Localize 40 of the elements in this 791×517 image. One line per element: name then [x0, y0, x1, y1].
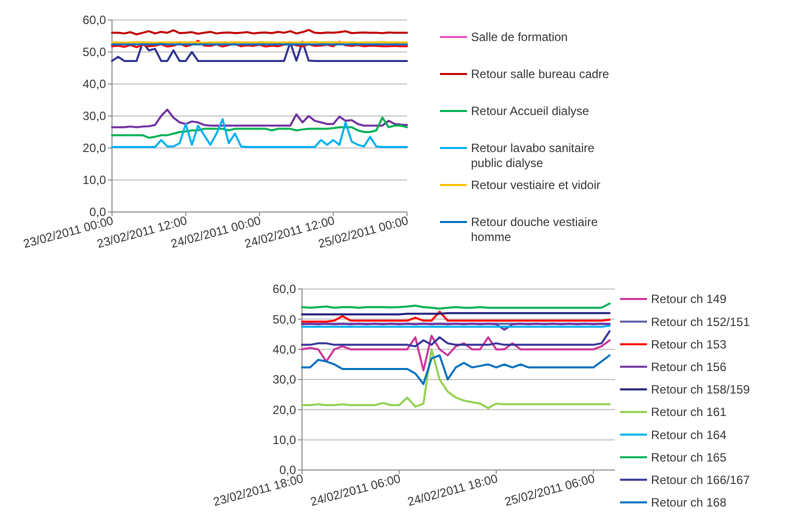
legend-label: Salle de formation — [471, 30, 568, 44]
line-series — [301, 330, 611, 348]
legend-label: Retour lavabo sanitaire public dialyse — [471, 141, 595, 170]
y-tick-label: 20,0 — [272, 402, 296, 417]
line-series — [111, 116, 408, 139]
y-tick-label: 0,0 — [89, 205, 106, 220]
legend-label: Retour ch 166/167 — [651, 473, 750, 487]
y-tick-label: 40,0 — [82, 77, 106, 92]
legend-label: Retour vestiaire et vidoir — [471, 178, 600, 192]
y-tick-label: 10,0 — [82, 173, 106, 188]
y-tick-label: 60,0 — [272, 282, 296, 296]
legend-label: Retour ch 164 — [651, 428, 727, 442]
legend-label: Retour ch 149 — [651, 292, 727, 306]
legend-label: Retour ch 165 — [651, 450, 727, 464]
y-tick-label: 30,0 — [272, 372, 296, 387]
legend-label: Retour ch 156 — [651, 360, 727, 374]
y-tick-label: 40,0 — [272, 342, 296, 357]
y-tick-label: 50,0 — [82, 45, 106, 60]
y-tick-label: 20,0 — [82, 141, 106, 156]
line-series — [301, 354, 611, 386]
line-series — [111, 108, 408, 128]
legend-label: Retour douche vestiaire homme — [471, 215, 598, 244]
legend-label: Retour ch 158/159 — [651, 382, 750, 397]
legend-label: Retour ch 168 — [651, 496, 727, 510]
legend-label: Retour ch 152/151 — [651, 314, 750, 329]
line-series — [111, 40, 408, 48]
y-tick-label: 10,0 — [272, 433, 296, 448]
line-series — [111, 118, 408, 148]
y-tick-label: 50,0 — [272, 312, 296, 326]
legend-label: Retour Accueil dialyse — [471, 104, 590, 118]
line-series — [301, 310, 611, 323]
legend-label: Retour ch 153 — [651, 337, 727, 352]
line-series — [111, 40, 408, 62]
y-tick-label: 60,0 — [82, 13, 106, 28]
line-series — [301, 348, 611, 410]
line-series — [301, 334, 611, 372]
y-tick-label: 0,0 — [279, 463, 296, 478]
legend-label: Retour salle bureau cadre — [471, 67, 610, 82]
y-tick-label: 30,0 — [82, 109, 106, 124]
legend-label: Retour ch 161 — [651, 405, 727, 420]
